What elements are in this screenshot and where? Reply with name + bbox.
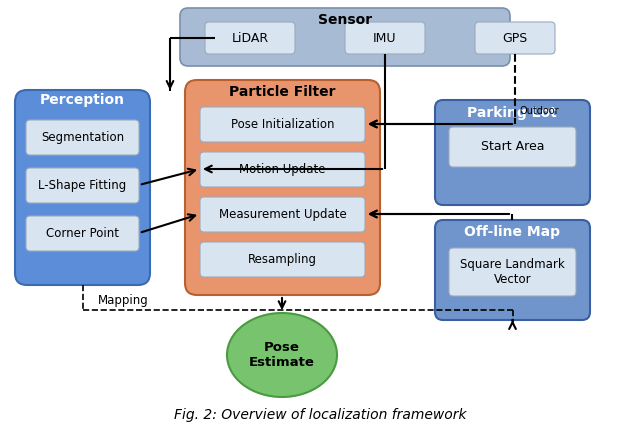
Text: Parking Lot: Parking Lot <box>467 106 557 120</box>
FancyBboxPatch shape <box>435 220 590 320</box>
FancyBboxPatch shape <box>15 90 150 285</box>
Text: Particle Filter: Particle Filter <box>228 85 335 99</box>
Text: Outdoor: Outdoor <box>519 106 559 116</box>
FancyBboxPatch shape <box>449 248 576 296</box>
FancyBboxPatch shape <box>185 80 380 295</box>
Text: Pose
Estimate: Pose Estimate <box>249 341 315 369</box>
Text: Start Area: Start Area <box>481 140 544 153</box>
Text: Pose Initialization: Pose Initialization <box>231 118 334 131</box>
Text: Off-line Map: Off-line Map <box>464 225 560 239</box>
FancyBboxPatch shape <box>435 100 590 205</box>
FancyBboxPatch shape <box>205 22 295 54</box>
Text: Fig. 2: Overview of localization framework: Fig. 2: Overview of localization framewo… <box>173 408 467 422</box>
Text: GPS: GPS <box>502 31 527 44</box>
Text: IMU: IMU <box>373 31 397 44</box>
Text: Resampling: Resampling <box>248 253 317 266</box>
FancyBboxPatch shape <box>200 242 365 277</box>
Text: Sensor: Sensor <box>318 13 372 27</box>
FancyBboxPatch shape <box>200 107 365 142</box>
FancyBboxPatch shape <box>200 197 365 232</box>
FancyBboxPatch shape <box>345 22 425 54</box>
Text: Measurement Update: Measurement Update <box>219 208 346 221</box>
FancyBboxPatch shape <box>180 8 510 66</box>
FancyBboxPatch shape <box>26 216 139 251</box>
FancyBboxPatch shape <box>26 168 139 203</box>
Text: Segmentation: Segmentation <box>41 131 124 144</box>
FancyBboxPatch shape <box>475 22 555 54</box>
Text: LiDAR: LiDAR <box>232 31 269 44</box>
Text: Motion Update: Motion Update <box>239 163 326 176</box>
FancyBboxPatch shape <box>26 120 139 155</box>
Text: Square Landmark
Vector: Square Landmark Vector <box>460 258 565 286</box>
Text: Mapping: Mapping <box>97 294 148 307</box>
FancyBboxPatch shape <box>449 127 576 167</box>
Text: Corner Point: Corner Point <box>46 227 119 240</box>
FancyBboxPatch shape <box>200 152 365 187</box>
Ellipse shape <box>227 313 337 397</box>
Text: Perception: Perception <box>40 93 125 107</box>
Text: L-Shape Fitting: L-Shape Fitting <box>38 179 127 192</box>
